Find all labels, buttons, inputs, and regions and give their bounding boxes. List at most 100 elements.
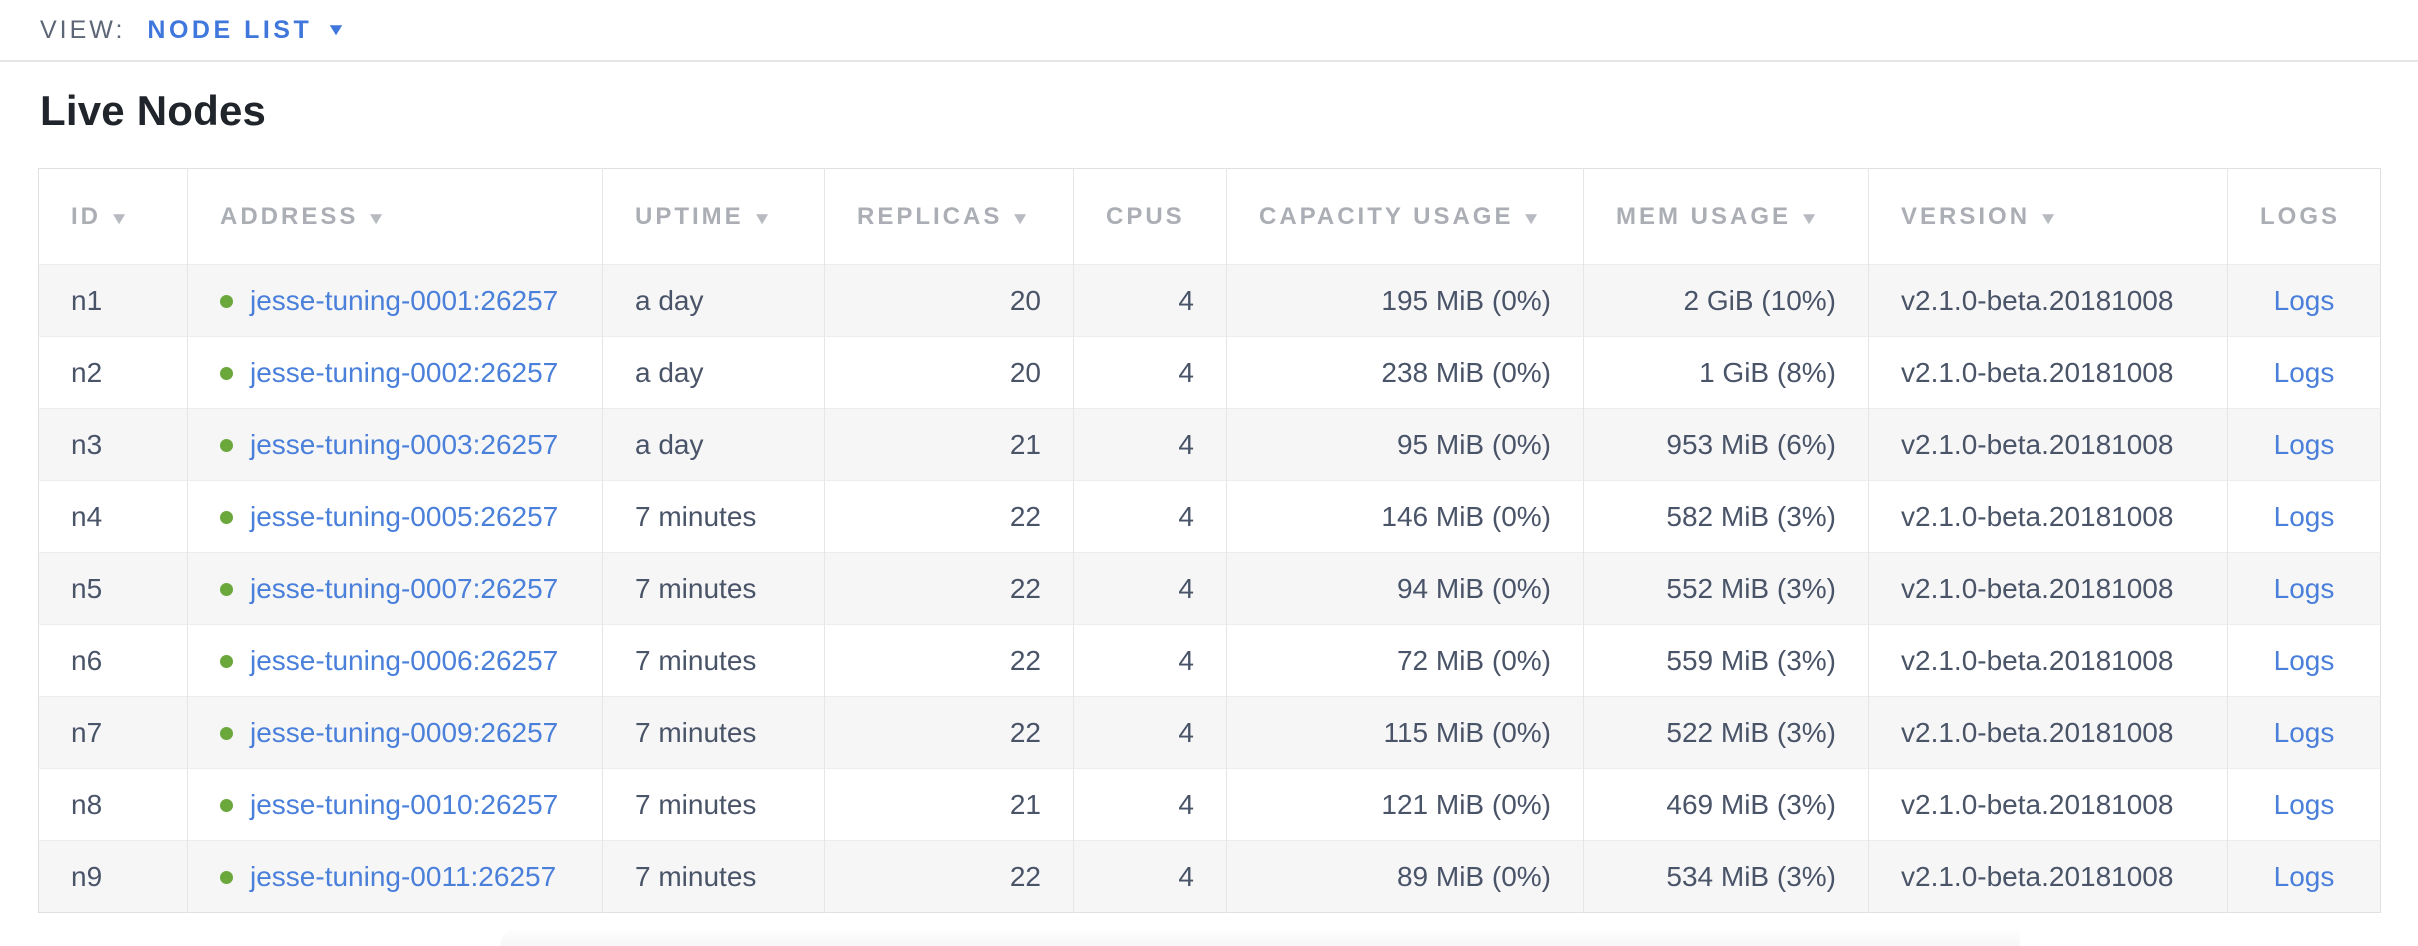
replicas-cell: 20	[824, 264, 1074, 337]
mem-usage-cell: 2 GiB (10%)	[1583, 264, 1869, 337]
version-cell: v2.1.0-beta.20181008	[1868, 264, 2228, 337]
replicas-cell: 22	[824, 840, 1074, 913]
uptime-cell: a day	[602, 408, 825, 481]
version-cell: v2.1.0-beta.20181008	[1868, 552, 2228, 625]
sort-descending-icon: ▼	[366, 208, 391, 228]
capacity-usage-cell: 89 MiB (0%)	[1226, 840, 1584, 913]
node-address-cell: jesse-tuning-0001:26257	[187, 264, 603, 337]
sort-descending-icon: ▼	[1799, 208, 1823, 228]
column-header-mem-usage[interactable]: MEM USAGE ▼	[1583, 168, 1869, 265]
live-nodes-table: ID ▼ ADDRESS ▼ UPTIME ▼ REPLICAS ▼ CPUS CAPA…	[38, 168, 2381, 913]
replicas-cell: 22	[824, 480, 1074, 553]
logs-link[interactable]: Logs	[2273, 860, 2335, 892]
version-cell: v2.1.0-beta.20181008	[1868, 480, 2228, 553]
view-bar: VIEW: NODE LIST ▼	[0, 0, 2418, 62]
logs-link[interactable]: Logs	[2273, 500, 2335, 532]
node-address-link[interactable]: jesse-tuning-0005:26257	[250, 500, 559, 532]
logs-link[interactable]: Logs	[2273, 356, 2335, 388]
cpus-cell: 4	[1073, 480, 1227, 553]
logs-cell: Logs	[2227, 408, 2381, 481]
version-cell: v2.1.0-beta.20181008	[1868, 408, 2228, 481]
page-title: Live Nodes	[40, 87, 267, 134]
logs-cell: Logs	[2227, 264, 2381, 337]
logs-link[interactable]: Logs	[2273, 572, 2335, 604]
capacity-usage-cell: 95 MiB (0%)	[1226, 408, 1584, 481]
capacity-usage-cell: 94 MiB (0%)	[1226, 552, 1584, 625]
node-id-cell: n3	[71, 428, 103, 460]
capacity-usage-cell: 121 MiB (0%)	[1226, 768, 1584, 841]
table-row: n5 jesse-tuning-0007:26257 7 minutes 22 …	[38, 552, 2381, 625]
node-list-dropdown[interactable]: NODE LIST ▼	[147, 16, 348, 45]
cpus-cell: 4	[1073, 768, 1227, 841]
logs-link[interactable]: Logs	[2273, 716, 2335, 748]
sort-descending-icon: ▼	[1010, 208, 1035, 228]
column-header-replicas[interactable]: REPLICAS ▼	[824, 168, 1074, 265]
uptime-cell: 7 minutes	[602, 768, 825, 841]
node-healthy-status-icon	[220, 582, 233, 596]
column-header-version[interactable]: VERSION ▼	[1868, 168, 2228, 265]
uptime-cell: 7 minutes	[602, 840, 825, 913]
logs-cell: Logs	[2227, 696, 2381, 769]
uptime-cell: 7 minutes	[602, 552, 825, 625]
node-healthy-status-icon	[220, 654, 233, 668]
logs-link[interactable]: Logs	[2273, 644, 2335, 676]
logs-link[interactable]: Logs	[2273, 284, 2335, 316]
node-address-link[interactable]: jesse-tuning-0001:26257	[250, 284, 559, 316]
capacity-usage-cell: 238 MiB (0%)	[1226, 336, 1584, 409]
version-cell: v2.1.0-beta.20181008	[1868, 336, 2228, 409]
next-section-top-edge	[500, 928, 2020, 946]
version-cell: v2.1.0-beta.20181008	[1868, 840, 2228, 913]
uptime-cell: 7 minutes	[602, 624, 825, 697]
mem-usage-cell: 552 MiB (3%)	[1583, 552, 1869, 625]
column-header-id[interactable]: ID ▼	[38, 168, 188, 265]
node-healthy-status-icon	[220, 294, 233, 308]
replicas-cell: 22	[824, 696, 1074, 769]
column-header-cpus: CPUS	[1073, 168, 1227, 265]
node-address-link[interactable]: jesse-tuning-0011:26257	[250, 860, 557, 892]
node-address-link[interactable]: jesse-tuning-0007:26257	[250, 572, 559, 604]
column-header-address[interactable]: ADDRESS ▼	[187, 168, 603, 265]
mem-usage-cell: 1 GiB (8%)	[1583, 336, 1869, 409]
node-address-link[interactable]: jesse-tuning-0002:26257	[250, 356, 559, 388]
table-row: n6 jesse-tuning-0006:26257 7 minutes 22 …	[38, 624, 2381, 697]
column-header-capacity-usage[interactable]: CAPACITY USAGE ▼	[1226, 168, 1584, 265]
sort-descending-icon: ▼	[751, 208, 776, 228]
table-row: n7 jesse-tuning-0009:26257 7 minutes 22 …	[38, 696, 2381, 769]
logs-cell: Logs	[2227, 840, 2381, 913]
replicas-cell: 20	[824, 336, 1074, 409]
cpus-cell: 4	[1073, 552, 1227, 625]
capacity-usage-cell: 115 MiB (0%)	[1226, 696, 1584, 769]
live-nodes-table-container: ID ▼ ADDRESS ▼ UPTIME ▼ REPLICAS ▼ CPUS CAPA…	[38, 168, 2381, 913]
cpus-cell: 4	[1073, 336, 1227, 409]
node-address-cell: jesse-tuning-0009:26257	[187, 696, 603, 769]
node-address-cell: jesse-tuning-0007:26257	[187, 552, 603, 625]
replicas-cell: 22	[824, 552, 1074, 625]
node-address-link[interactable]: jesse-tuning-0003:26257	[250, 428, 559, 460]
node-address-link[interactable]: jesse-tuning-0010:26257	[250, 788, 559, 820]
node-id-cell: n6	[71, 644, 103, 676]
column-header-uptime[interactable]: UPTIME ▼	[602, 168, 825, 265]
node-address-link[interactable]: jesse-tuning-0006:26257	[250, 644, 559, 676]
node-list-dropdown-value: NODE LIST	[147, 15, 313, 44]
node-address-link[interactable]: jesse-tuning-0009:26257	[250, 716, 559, 748]
uptime-cell: 7 minutes	[602, 480, 825, 553]
logs-link[interactable]: Logs	[2273, 788, 2335, 820]
mem-usage-cell: 522 MiB (3%)	[1583, 696, 1869, 769]
uptime-cell: 7 minutes	[602, 696, 825, 769]
table-row: n8 jesse-tuning-0010:26257 7 minutes 21 …	[38, 768, 2381, 841]
logs-cell: Logs	[2227, 336, 2381, 409]
version-cell: v2.1.0-beta.20181008	[1868, 768, 2228, 841]
mem-usage-cell: 953 MiB (6%)	[1583, 408, 1869, 481]
node-id-cell: n9	[71, 860, 103, 892]
sort-descending-icon: ▼	[2038, 208, 2062, 228]
table-row: n3 jesse-tuning-0003:26257 a day 21 4 95…	[38, 408, 2381, 481]
logs-link[interactable]: Logs	[2273, 428, 2335, 460]
node-address-cell: jesse-tuning-0006:26257	[187, 624, 603, 697]
column-header-logs: LOGS	[2227, 168, 2381, 265]
uptime-cell: a day	[602, 336, 825, 409]
replicas-cell: 21	[824, 408, 1074, 481]
node-healthy-status-icon	[220, 726, 233, 740]
mem-usage-cell: 469 MiB (3%)	[1583, 768, 1869, 841]
node-id-cell: n7	[71, 716, 103, 748]
mem-usage-cell: 582 MiB (3%)	[1583, 480, 1869, 553]
